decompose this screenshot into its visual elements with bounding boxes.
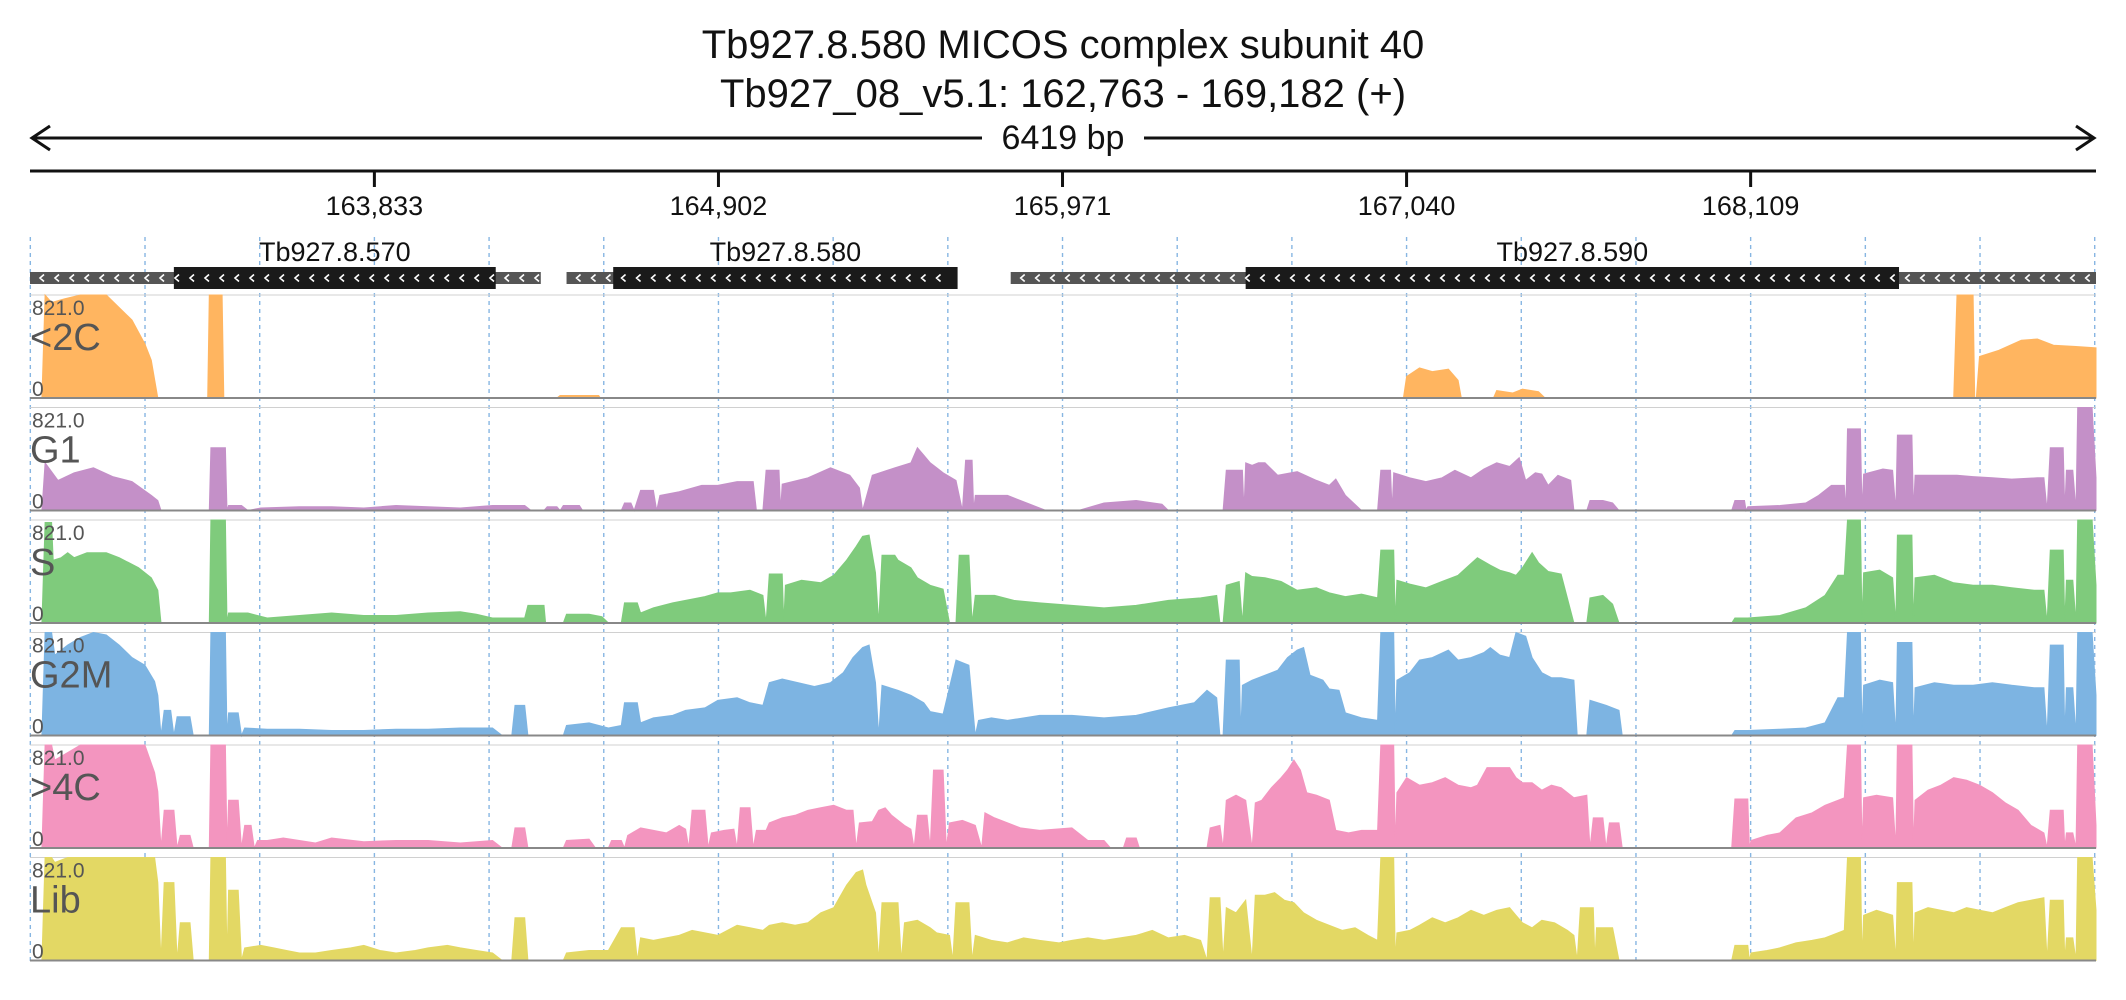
strand-chevrons	[38, 273, 540, 283]
span-ruler: 6419 bp	[29, 119, 2097, 157]
coverage-area	[30, 744, 2097, 850]
gene-cds-bar	[1245, 267, 1900, 289]
track-ymax-label: 821.0	[32, 410, 85, 433]
coverage-track: 821.0 0 G2M	[30, 631, 2097, 739]
track-ymin-label: 0	[32, 378, 44, 401]
vertical-gridlines	[29, 237, 2096, 962]
gene-label: Tb927.8.590	[1497, 237, 1649, 267]
coverage-track: 821.0 0 >4C	[30, 744, 2097, 851]
track-name: G2M	[30, 655, 112, 697]
coverage-area	[30, 857, 2097, 961]
track-ymax-label: 821.0	[32, 297, 85, 320]
track-ymax-label: 821.0	[32, 747, 85, 770]
span-arrow-head-left	[29, 124, 51, 152]
x-tick-label: 167,040	[1358, 191, 1456, 221]
gene-cds-bar	[173, 267, 496, 289]
track-ymin-label: 0	[32, 941, 44, 964]
strand-chevrons	[1019, 273, 2091, 283]
track-ymax-label: 821.0	[32, 522, 85, 545]
x-tick-label: 165,971	[1014, 191, 1112, 221]
coverage-track: 821.0 0 <2C	[30, 293, 2097, 401]
chart-subtitle: Tb927_08_v5.1: 162,763 - 169,182 (+)	[720, 72, 1406, 116]
track-ymin-label: 0	[32, 603, 44, 626]
track-name: <2C	[30, 317, 101, 359]
x-tick-label: 163,833	[326, 191, 424, 221]
span-label: 6419 bp	[1002, 119, 1125, 157]
track-name: >4C	[30, 767, 101, 809]
strand-chevrons	[575, 273, 942, 283]
track-ymin-label: 0	[32, 828, 44, 851]
coverage-area	[30, 293, 2097, 399]
gene-label: Tb927.8.580	[710, 237, 862, 267]
chart-title: Tb927.8.580 MICOS complex subunit 40	[702, 23, 1425, 67]
coverage-track: 821.0 0 G1	[30, 407, 2097, 514]
track-name: S	[30, 542, 55, 584]
track-name: G1	[30, 430, 81, 472]
track-ymin-label: 0	[32, 716, 44, 739]
coverage-track: 821.0 0 S	[30, 519, 2097, 626]
x-tick-label: 164,902	[670, 191, 768, 221]
x-tick-label: 168,109	[1702, 191, 1800, 221]
track-ymax-label: 821.0	[32, 860, 85, 883]
coverage-area	[30, 631, 2097, 738]
coverage-area	[30, 519, 2097, 624]
coverage-track: 821.0 0 Lib	[30, 857, 2097, 964]
track-name: Lib	[30, 880, 81, 922]
gene-label: Tb927.8.570	[259, 237, 411, 267]
track-ymax-label: 821.0	[32, 635, 85, 658]
gene-annotation-track: Tb927.8.570 Tb927.8.580 Tb927.8.590	[30, 237, 2096, 289]
track-ymin-label: 0	[32, 491, 44, 514]
x-axis: 163,833 164,902 165,971 167,040 168,109	[30, 169, 2096, 221]
coverage-tracks: 821.00<2C821.00G1821.00S821.00G2M821.00>…	[30, 293, 2097, 964]
span-arrow-head-right	[2075, 124, 2097, 152]
